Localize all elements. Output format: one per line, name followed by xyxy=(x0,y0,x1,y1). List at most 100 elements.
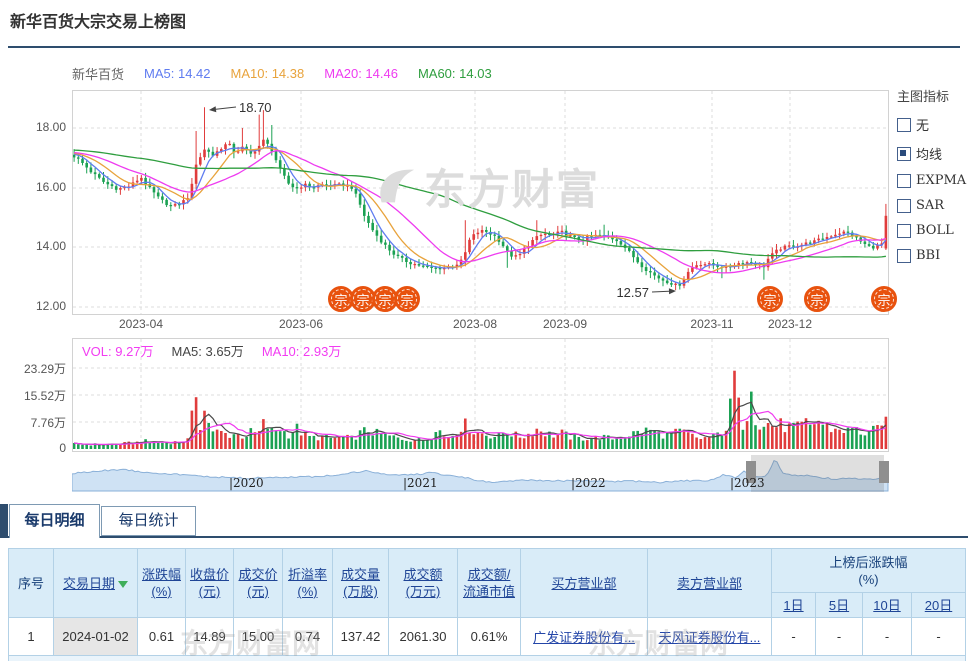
navigator-svg[interactable] xyxy=(72,455,889,492)
cell-20d: - xyxy=(910,617,967,656)
block-trade-table: 序号 交易日期 涨跌幅 (%) 收盘价 (元) 成交价 (元) 折溢率 (%) xyxy=(7,548,967,661)
cell-close: 14.89 xyxy=(185,617,234,656)
indicator-sidebar-title: 主图指标 xyxy=(897,89,950,104)
buyer-link[interactable]: 广发证券股份有... xyxy=(533,630,635,645)
ma5-legend: MA5: 14.42 xyxy=(144,66,211,81)
cell-change: 0.61 xyxy=(137,617,186,656)
volume-axis-label: 7.76万 xyxy=(30,416,66,430)
svg-text:18.70: 18.70 xyxy=(239,100,272,115)
y-axis-label: 12.00 xyxy=(35,299,66,313)
y-axis-label: 18.00 xyxy=(35,120,66,134)
col-header-amount: 成交额 (万元) xyxy=(388,548,458,618)
volume-svg[interactable] xyxy=(73,339,888,451)
table-row-partial xyxy=(7,655,967,661)
indicator-option-expma[interactable]: EXPMA xyxy=(897,173,967,188)
volume-chart[interactable] xyxy=(72,338,889,452)
tab-daily-detail[interactable]: 每日明细 xyxy=(9,504,100,538)
ma10-legend: MA10: 14.38 xyxy=(230,66,305,81)
col-header-10d: 10日 xyxy=(862,592,912,618)
nav-year-label: |2021 xyxy=(403,476,438,490)
col-header-1d: 1日 xyxy=(771,592,816,618)
checkbox-icon[interactable] xyxy=(897,173,911,188)
volume-axis-label: 0 xyxy=(59,441,66,455)
checkbox-icon[interactable] xyxy=(897,117,911,132)
col-header-price: 成交价 (元) xyxy=(233,548,283,618)
cell-amount: 2061.30 xyxy=(388,617,458,656)
col-header-premium: 折溢率 (%) xyxy=(282,548,333,618)
x-axis-label: 2023-08 xyxy=(452,317,498,331)
seller-link[interactable]: 天风证券股份有... xyxy=(658,630,761,645)
col-header-seller: 卖方营业部 xyxy=(647,548,772,618)
x-axis-label: 2023-06 xyxy=(278,317,324,331)
navigator-selection[interactable] xyxy=(751,455,884,492)
indicator-option-ma[interactable]: 均线 xyxy=(897,144,967,163)
candlestick-chart[interactable]: 18.70 12.57 xyxy=(72,90,889,315)
cell-10d: - xyxy=(862,617,912,656)
block-trade-badge[interactable]: 宗 xyxy=(328,286,354,312)
cell-amount-ratio: 0.61% xyxy=(457,617,521,656)
block-trade-badge[interactable]: 宗 xyxy=(804,286,830,312)
volume-legend: VOL: 9.27万 MA5: 3.65万 MA10: 2.93万 xyxy=(82,341,341,360)
checkbox-icon[interactable] xyxy=(897,248,911,263)
tab-daily-stats[interactable]: 每日统计 xyxy=(101,506,196,536)
cell-volume: 137.42 xyxy=(332,617,389,656)
y-axis-label: 16.00 xyxy=(35,180,66,194)
stock-name: 新华百货 xyxy=(72,67,125,82)
indicator-option-none[interactable]: 无 xyxy=(897,115,967,134)
x-axis-label: 2023-11 xyxy=(690,317,734,331)
nav-year-label: |2020 xyxy=(229,476,264,490)
x-axis-label: 2023-09 xyxy=(542,317,588,331)
tab-underline xyxy=(0,536,968,538)
sort-desc-icon[interactable] xyxy=(118,580,128,588)
col-header-date: 交易日期 xyxy=(53,548,138,618)
checkbox-icon[interactable] xyxy=(897,223,911,238)
vol-ma5: MA5: 3.65万 xyxy=(171,344,244,359)
col-header-after-change-group: 上榜后涨跌幅 (%) xyxy=(770,548,967,593)
page-title: 新华百货大宗交易上榜图 xyxy=(10,14,187,31)
cell-index: 1 xyxy=(8,617,54,656)
col-header-change: 涨跌幅 (%) xyxy=(137,548,186,618)
indicator-option-sar[interactable]: SAR xyxy=(897,198,967,213)
navigator-right-handle[interactable] xyxy=(879,461,889,483)
checkbox-icon[interactable] xyxy=(897,198,911,213)
tab-accent-bar xyxy=(0,504,8,538)
col-header-buyer: 买方营业部 xyxy=(520,548,648,618)
volume-axis-label: 15.52万 xyxy=(23,389,66,403)
block-trade-badge[interactable]: 宗 xyxy=(350,286,376,312)
nav-year-label: |2022 xyxy=(571,476,606,490)
block-trade-badge[interactable]: 宗 xyxy=(757,286,783,312)
col-header-20d: 20日 xyxy=(910,592,967,618)
title-divider xyxy=(8,46,960,48)
cell-1d: - xyxy=(771,617,816,656)
checkbox-checked-icon[interactable] xyxy=(897,146,911,161)
col-header-index: 序号 xyxy=(8,548,54,618)
indicator-option-boll[interactable]: BOLL xyxy=(897,223,967,238)
kline-legend: 新华百货 MA5: 14.42 MA10: 14.38 MA20: 14.46 … xyxy=(72,64,492,83)
ma60-legend: MA60: 14.03 xyxy=(417,66,492,81)
cell-premium: 0.74 xyxy=(282,617,333,656)
col-header-volume: 成交量 (万股) xyxy=(332,548,389,618)
cell-date: 2024-01-02 xyxy=(53,617,138,656)
date-sort-link[interactable]: 交易日期 xyxy=(62,575,115,591)
cell-price: 15.00 xyxy=(233,617,283,656)
vol-value: VOL: 9.27万 xyxy=(82,344,154,359)
x-axis-label: 2023-12 xyxy=(767,317,813,331)
ma20-legend: MA20: 14.46 xyxy=(324,66,398,81)
timeline-navigator[interactable] xyxy=(72,455,889,492)
col-header-5d: 5日 xyxy=(815,592,863,618)
block-trade-badge[interactable]: 宗 xyxy=(871,286,897,312)
block-trade-badge[interactable]: 宗 xyxy=(394,286,420,312)
candlestick-svg[interactable]: 18.70 12.57 xyxy=(73,91,888,314)
indicator-option-bbi[interactable]: BBI xyxy=(897,248,967,263)
svg-text:12.57: 12.57 xyxy=(616,285,649,300)
col-header-close: 收盘价 (元) xyxy=(185,548,234,618)
volume-axis-label: 23.29万 xyxy=(23,362,66,376)
table-row: 1 2024-01-02 0.61 14.89 15.00 0.74 137.4… xyxy=(8,617,967,656)
navigator-left-handle[interactable] xyxy=(746,461,756,483)
col-header-amount-ratio: 成交额/流通市值 xyxy=(457,548,521,618)
x-axis-label: 2023-04 xyxy=(118,317,164,331)
indicator-sidebar: 主图指标 无 均线 EXPMA SAR BOLL BBI xyxy=(897,86,967,263)
y-axis-label: 14.00 xyxy=(35,239,66,253)
nav-year-label: |2023 xyxy=(730,476,765,490)
